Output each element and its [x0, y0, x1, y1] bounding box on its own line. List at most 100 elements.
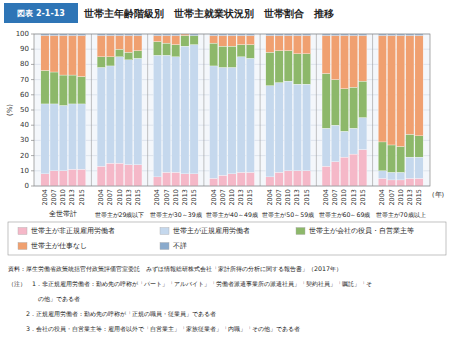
x-tick-label: 2010	[116, 189, 124, 206]
bar-segment	[331, 162, 339, 186]
bar-segment	[302, 171, 310, 186]
x-tick-label: 2010	[228, 189, 236, 206]
y-tick-label: 90	[20, 45, 29, 53]
x-tick-label: 2004	[378, 189, 386, 206]
group-label: 世帯主が60～69歳	[319, 211, 371, 218]
bar-segment	[68, 169, 76, 186]
x-tick-label: 2013	[406, 189, 414, 206]
group-label: 全世帯計	[49, 210, 77, 218]
bar-segment	[181, 174, 189, 186]
x-tick-label: 2004	[210, 189, 218, 206]
x-tick-label: 2007	[275, 189, 283, 206]
x-tick-label: 2004	[322, 189, 330, 206]
x-tick-label: 2015	[303, 189, 311, 206]
group-label: 世帯主が29歳以下	[95, 211, 145, 218]
bar-segment	[237, 45, 245, 57]
y-tick	[31, 64, 34, 65]
y-tick	[31, 79, 34, 80]
bar-segment	[219, 67, 227, 175]
bar-segment	[350, 154, 358, 186]
bar-segment	[275, 51, 283, 83]
bar-segment	[115, 57, 123, 163]
bars	[41, 34, 423, 186]
y-axis-label: (%)	[6, 104, 14, 116]
legend-label: 世帯主が会社の役員・自営業主等	[309, 227, 414, 235]
x-tick-label: 2010	[284, 189, 292, 206]
plot-background	[34, 34, 430, 186]
bar-segment	[190, 174, 198, 186]
bar-segment	[228, 46, 236, 67]
bar-segment	[275, 83, 283, 173]
x-tick-label: 2013	[68, 189, 76, 206]
bar-segment	[340, 89, 348, 132]
bar-segment	[153, 177, 161, 186]
bar-segment	[50, 72, 58, 104]
bar-segment	[162, 172, 170, 186]
bar-segment	[387, 172, 395, 180]
x-tick-label: 2015	[134, 189, 142, 206]
y-tick-label: 30	[20, 136, 29, 144]
bar-segment	[219, 36, 227, 47]
notes: 資料：厚生労働省政策統括官付政策評価官室委託 みずほ情報総研株式会社「家計所得の…	[8, 265, 372, 333]
bar-segment	[302, 84, 310, 171]
bar-segment	[406, 134, 414, 157]
group-separator	[91, 34, 92, 186]
y-tick	[31, 140, 34, 141]
x-tick-label: 2007	[106, 189, 114, 206]
bar-segment	[406, 157, 414, 178]
group-label: 世帯主が50～59歳	[262, 211, 314, 218]
bar-segment	[387, 145, 395, 172]
group-separator	[372, 34, 373, 186]
bar-segment	[406, 178, 414, 186]
group-label: 世帯主が30～39歳	[150, 211, 202, 218]
bar-segment	[284, 51, 292, 81]
bar-segment	[266, 86, 274, 177]
bar-segment	[59, 105, 67, 170]
bar-segment	[340, 157, 348, 186]
x-tick-label: 2015	[190, 189, 198, 206]
bar-segment	[387, 180, 395, 186]
bar-segment	[106, 36, 114, 57]
bar-segment	[68, 75, 76, 104]
bar-segment	[41, 36, 49, 71]
y-tick-label: 20	[20, 152, 29, 160]
bar-segment	[237, 57, 245, 173]
x-tick-label: 2010	[59, 189, 67, 206]
bar-segment	[340, 36, 348, 89]
bar-segment	[125, 36, 133, 53]
bar-segment	[415, 136, 423, 157]
bar-segment	[275, 36, 283, 51]
bar-segment	[172, 45, 180, 57]
x-tick-label: 2004	[97, 189, 105, 206]
bar-segment	[125, 165, 133, 186]
bar-segment	[172, 172, 180, 186]
bar-segment	[350, 36, 358, 88]
x-tick-label: 2007	[219, 189, 227, 206]
x-tick-label: 2007	[163, 189, 171, 206]
x-tick-label: 2004	[266, 189, 274, 206]
y-tick-label: 100	[16, 30, 29, 38]
bar-segment	[302, 54, 310, 84]
x-tick-label: 2013	[181, 189, 189, 206]
bar-segment	[115, 163, 123, 186]
figure-number: 図表 2-1-13	[17, 9, 65, 18]
bar-segment	[350, 128, 358, 154]
bar-segment	[397, 172, 405, 180]
legend-box	[8, 222, 446, 255]
group-separator	[316, 34, 317, 186]
x-tick-label: 2004	[153, 189, 161, 206]
legend-swatch	[296, 228, 305, 235]
bar-segment	[359, 118, 367, 150]
x-unit-label: (年)	[432, 191, 444, 199]
bar-segment	[415, 157, 423, 178]
bar-segment	[378, 171, 386, 179]
y-tick-label: 80	[20, 60, 29, 68]
bar-segment	[97, 57, 105, 68]
bar-segment	[77, 104, 85, 169]
bar-segment	[50, 36, 58, 72]
bar-segment	[59, 75, 67, 105]
y-tick-label: 50	[20, 106, 29, 114]
bar-segment	[162, 43, 170, 55]
legend-swatch	[160, 243, 169, 250]
bar-segment	[322, 166, 330, 186]
